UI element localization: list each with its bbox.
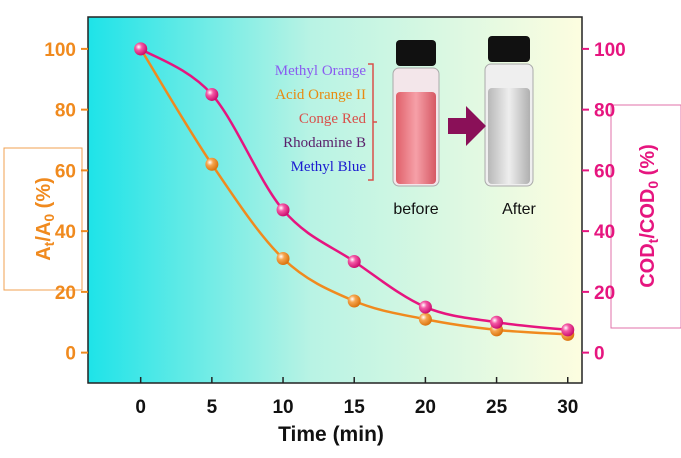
subscript: t: [645, 238, 661, 243]
y-tick-label: 40: [55, 222, 76, 243]
point: [205, 157, 219, 171]
point: [276, 203, 290, 217]
y2-label-box: [610, 104, 681, 329]
label-part: (%): [33, 177, 55, 214]
arrow: [448, 106, 486, 146]
vial-before: [392, 40, 440, 187]
y-tick-label: 100: [44, 40, 76, 61]
y-tick-label: 80: [55, 101, 76, 122]
y2-tick-label: 0: [594, 344, 605, 365]
point: [561, 323, 575, 337]
point: [490, 315, 504, 329]
point: [205, 87, 219, 101]
label-part: (%): [637, 144, 659, 181]
label-part: A: [33, 246, 55, 260]
y2-tick-label: 60: [594, 161, 615, 182]
x-tick-label: 0: [135, 397, 146, 418]
dye-name: Methyl Blue: [291, 159, 367, 175]
point: [276, 251, 290, 265]
vial-label: before: [393, 201, 438, 218]
y-axis-label: At/A0 (%): [33, 177, 57, 261]
dye-name: Rhodamine B: [283, 135, 366, 151]
point: [418, 312, 432, 326]
dye-name: Methyl Orange: [275, 63, 367, 79]
point: [134, 42, 148, 56]
subscript: 0: [41, 214, 57, 222]
point: [347, 294, 361, 308]
label-part: COD: [637, 243, 659, 287]
dye-name: Conge Red: [299, 111, 367, 127]
subscript: 0: [645, 181, 661, 189]
subscript: t: [41, 241, 57, 246]
y2-tick-label: 20: [594, 283, 615, 304]
y-tick-label: 20: [55, 283, 76, 304]
y-tick-label: 0: [65, 344, 76, 365]
y-label-box: [3, 147, 83, 291]
vial-label: After: [502, 201, 536, 218]
point: [347, 255, 361, 269]
y2-axis-label: CODt/COD0 (%): [637, 144, 661, 288]
x-tick-label: 20: [415, 397, 436, 418]
point: [418, 300, 432, 314]
x-tick-label: 15: [344, 397, 366, 418]
x-tick-label: 5: [207, 397, 218, 418]
vial-after: [484, 36, 534, 187]
x-tick-label: 10: [272, 397, 293, 418]
y2-tick-label: 100: [594, 40, 626, 61]
x-axis-label: Time (min): [278, 423, 384, 446]
label-part: /COD: [637, 189, 659, 239]
x-tick-label: 30: [557, 397, 578, 418]
x-tick-label: 25: [486, 397, 508, 418]
y2-tick-label: 40: [594, 222, 615, 243]
dye-name: Acid Orange II: [275, 87, 366, 103]
y2-tick-label: 80: [594, 101, 615, 122]
y-tick-label: 60: [55, 161, 76, 182]
bracket: [368, 63, 377, 181]
label-part: /A: [33, 222, 55, 242]
